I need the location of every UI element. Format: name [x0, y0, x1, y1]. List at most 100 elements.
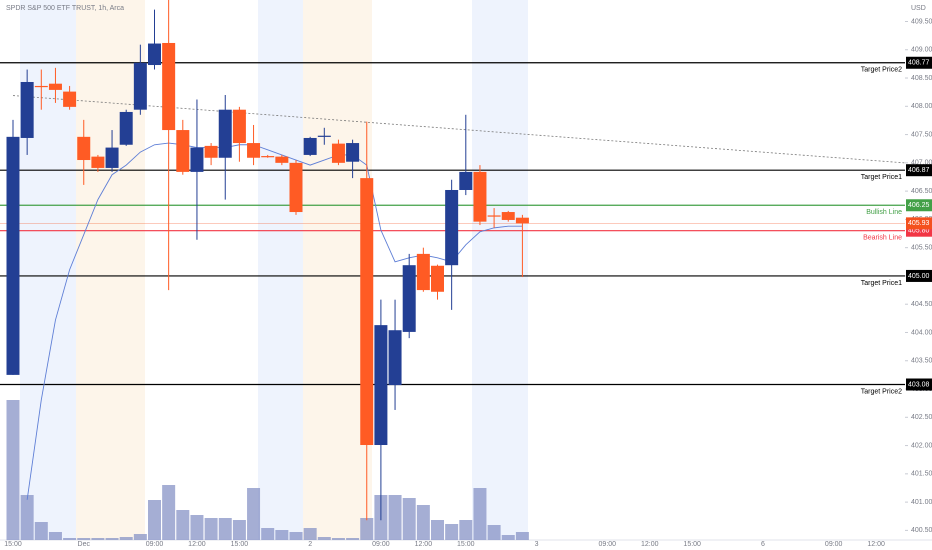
candle-body	[247, 143, 261, 158]
level-label: Bearish Line	[863, 235, 902, 242]
price-box	[906, 378, 932, 391]
x-tick-label: 09:00	[599, 541, 617, 548]
candle-body	[6, 136, 20, 375]
candle-body	[176, 130, 190, 172]
volume-bar	[261, 528, 275, 540]
x-tick-label: 09:00	[825, 541, 843, 548]
level-label: Target Price2	[861, 67, 902, 74]
candle-body	[388, 330, 402, 386]
candle-body	[317, 135, 331, 137]
price-box-label: 408.77	[908, 60, 930, 67]
candle-body	[261, 156, 275, 158]
volume-bar	[501, 535, 515, 540]
y-tick-label: 404.00	[911, 329, 932, 336]
candle-body	[501, 212, 515, 220]
volume-bar	[431, 520, 444, 540]
price-box-label: 405.80	[908, 228, 930, 235]
candle-body	[48, 83, 62, 90]
candle-body	[289, 162, 303, 213]
price-box-label: 403.08	[908, 381, 930, 388]
x-tick-label: 12:00	[415, 541, 433, 548]
candle-body	[431, 265, 444, 292]
candle-body	[91, 156, 105, 168]
volume-bar	[317, 537, 331, 540]
candle-body	[515, 217, 529, 224]
volume-bar	[473, 488, 487, 540]
y-tick-label: 409.00	[911, 47, 932, 54]
candle-body	[20, 81, 34, 138]
y-tick-label: 407.00	[911, 160, 932, 167]
price-box	[906, 199, 932, 212]
candle-body	[360, 178, 374, 446]
volume-bar	[204, 518, 218, 540]
candle-body	[346, 143, 360, 162]
volume-bar	[6, 400, 20, 540]
volume-bar	[232, 520, 246, 540]
y-tick-label: 402.00	[911, 442, 932, 449]
volume-bar	[105, 538, 119, 540]
level-label: Target Price1	[861, 174, 902, 181]
candle-body	[105, 147, 119, 168]
x-tick-label: 6	[761, 541, 765, 548]
level-label: Target Price2	[861, 388, 902, 395]
trendline	[12, 95, 905, 164]
volume-bar	[247, 488, 261, 540]
candle-body	[445, 189, 459, 266]
candle-body	[374, 325, 388, 446]
candle-body	[77, 136, 91, 161]
x-tick-label: 12:00	[641, 541, 659, 548]
x-tick-label: 15:00	[4, 541, 22, 548]
x-tick-label: 09:00	[372, 541, 390, 548]
session-band	[20, 0, 76, 540]
x-tick-label: 12:00	[867, 541, 885, 548]
y-tick-label: 400.50	[911, 527, 932, 534]
volume-bar	[176, 510, 190, 540]
y-tick-label: 404.50	[911, 301, 932, 308]
y-tick-label: 407.50	[911, 131, 932, 138]
price-box	[906, 164, 932, 177]
volume-bar	[360, 518, 374, 540]
price-box-label: 406.87	[908, 167, 930, 174]
volume-bar	[133, 534, 147, 540]
x-tick-label: 2	[308, 541, 312, 548]
x-tick-label: 09:00	[146, 541, 164, 548]
volume-bar	[459, 520, 473, 540]
x-tick-label: Dec	[78, 541, 91, 548]
y-tick-label: 408.50	[911, 75, 932, 82]
price-box	[906, 269, 932, 282]
candle-body	[232, 109, 246, 144]
volume-bar	[515, 532, 529, 540]
x-tick-label: 15:00	[457, 541, 475, 548]
y-tick-label: 402.50	[911, 414, 932, 421]
candle-body	[204, 145, 218, 158]
volume-bar	[275, 530, 289, 540]
price-box	[906, 56, 932, 69]
level-label: Bullish Line	[866, 209, 902, 216]
candle-body	[133, 62, 147, 110]
level-label: Target Price1	[861, 280, 902, 287]
volume-bar	[303, 528, 317, 540]
y-tick-label: 405.50	[911, 245, 932, 252]
volume-bar	[190, 515, 204, 540]
x-tick-label: 3	[535, 541, 539, 548]
session-bands	[20, 0, 528, 540]
chart-title: SPDR S&P 500 ETF TRUST, 1h, Arca	[6, 5, 124, 12]
session-band	[472, 0, 528, 540]
volume-bar	[218, 518, 232, 540]
session-band	[76, 0, 145, 540]
y-axis-label: USD	[911, 5, 926, 12]
y-tick-label: 403.50	[911, 358, 932, 365]
x-tick-label: 15:00	[683, 541, 701, 548]
volume-bar	[119, 537, 133, 540]
session-band	[258, 0, 303, 540]
candle-body	[34, 85, 48, 88]
candle-body	[416, 253, 430, 291]
volume-bar	[34, 522, 48, 540]
volume-bar	[48, 532, 62, 540]
volume-bar	[20, 495, 34, 540]
volume-bar	[162, 485, 176, 540]
volume-bar	[445, 524, 459, 540]
price-box-label: 406.25	[908, 202, 930, 209]
candle-body	[162, 42, 176, 131]
